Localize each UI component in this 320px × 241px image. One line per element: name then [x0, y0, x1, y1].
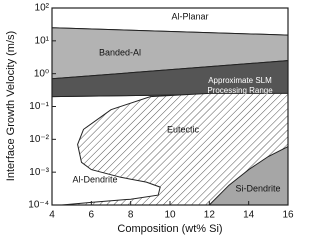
region	[61, 92, 289, 206]
region-label: Eutectic	[167, 124, 200, 134]
region-label: Al-Dendrite	[72, 174, 117, 184]
x-tick-label: 14	[243, 210, 255, 221]
x-tick-label: 6	[89, 210, 95, 221]
y-tick-label: 10¹	[35, 35, 50, 46]
x-tick-label: 8	[128, 210, 134, 221]
region-label: Approximate SLM	[208, 76, 272, 85]
x-tick-label: 4	[49, 210, 55, 221]
region-label: Processing Range	[207, 86, 273, 95]
x-tick-label: 12	[204, 210, 216, 221]
y-tick-label: 10⁻⁴	[28, 200, 49, 211]
x-axis-label: Composition (wt% Si)	[117, 223, 222, 235]
y-tick-label: 10⁻¹	[29, 101, 49, 112]
x-tick-label: 10	[164, 210, 176, 221]
y-axis-label: Interface Growth Velocity (m/s)	[5, 31, 17, 181]
region-label: Al-Planar	[171, 11, 208, 21]
y-tick-label: 10⁰	[34, 68, 49, 79]
y-tick-label: 10⁻²	[29, 134, 49, 145]
y-tick-label: 10²	[35, 3, 50, 14]
x-tick-label: 16	[282, 210, 294, 221]
y-tick-label: 10⁻³	[29, 167, 49, 178]
region-label: Banded-Al	[99, 47, 141, 57]
region-label: Si-Dendrite	[235, 183, 280, 193]
chart: Al-Planar Banded-Al Al-Dendrite Approximate…	[5, 3, 294, 235]
